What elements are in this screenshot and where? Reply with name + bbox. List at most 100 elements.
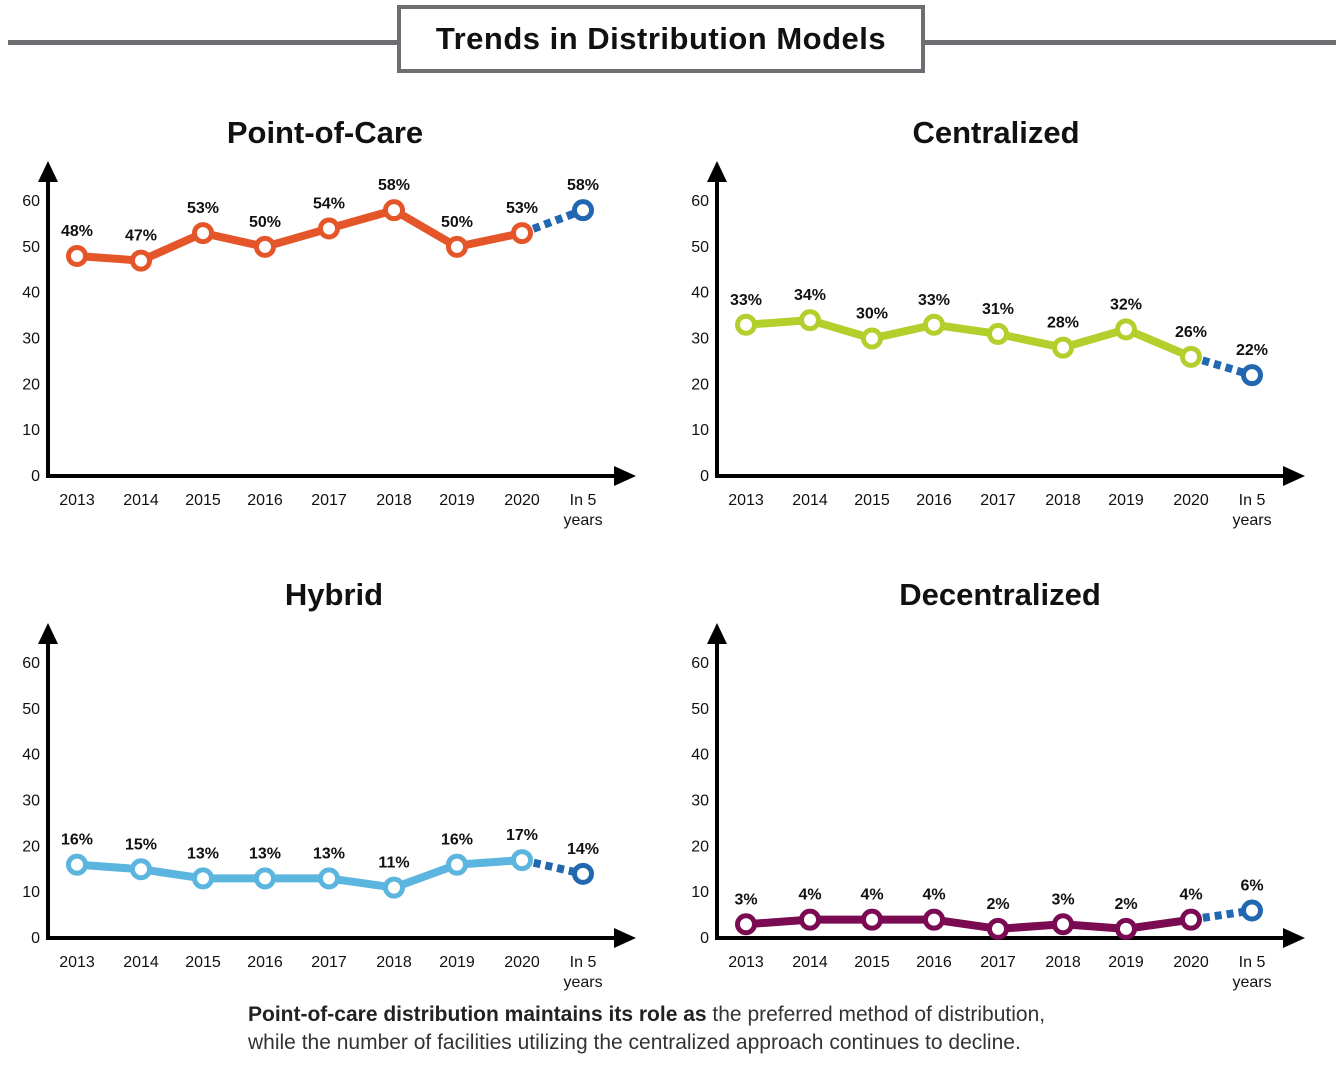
y-tick-label: 30: [691, 793, 709, 810]
y-axis-arrow: [38, 623, 58, 644]
x-tick-line: 2016: [247, 954, 283, 971]
y-tick-label: 50: [22, 239, 40, 256]
data-point: [1180, 908, 1202, 931]
data-point: [254, 235, 276, 258]
x-tick-label: 2014: [123, 954, 159, 971]
y-tick-label: 20: [22, 376, 40, 393]
data-point: [383, 199, 405, 222]
data-label: 2%: [1114, 896, 1137, 913]
data-point: [66, 853, 88, 876]
y-tick-label: 60: [22, 655, 40, 672]
x-tick-label: In 5 years: [1232, 954, 1271, 991]
page-title: Trends in Distribution Models: [397, 5, 925, 73]
x-tick-line: 2017: [311, 492, 347, 509]
x-tick-line: years: [1232, 512, 1271, 529]
data-point: [799, 908, 821, 931]
data-label: 13%: [187, 845, 219, 862]
x-tick-label: 2017: [980, 954, 1016, 971]
data-label: 4%: [922, 887, 945, 904]
caption-line1: the preferred method of distribution,: [706, 1003, 1046, 1026]
data-label: 50%: [441, 214, 473, 231]
caption: Point-of-care distribution maintains its…: [248, 1001, 1045, 1057]
x-tick-label: 2020: [504, 954, 540, 971]
data-point: [735, 913, 757, 936]
x-tick-line: 2014: [123, 492, 159, 509]
chart-title: Point-of-Care: [227, 115, 423, 150]
x-tick-label: 2019: [439, 954, 475, 971]
y-tick-label: 0: [31, 468, 40, 485]
x-axis-arrow: [1283, 928, 1305, 948]
x-tick-label: 2015: [854, 492, 890, 509]
y-tick-label: 20: [22, 838, 40, 855]
data-point: [254, 867, 276, 890]
data-point: [987, 322, 1009, 345]
x-tick-line: 2020: [504, 954, 540, 971]
data-point: [446, 853, 468, 876]
data-label: 32%: [1110, 296, 1142, 313]
x-tick-line: 2013: [728, 492, 764, 509]
data-point: [130, 858, 152, 881]
chart-panel: Point-of-Care 0 10 20 30 40 50 60 2013 2014 2015 20…: [22, 115, 636, 529]
x-tick-label: 2017: [311, 954, 347, 971]
data-label: 58%: [378, 177, 410, 194]
y-tick-label: 40: [22, 747, 40, 764]
data-point: [511, 849, 533, 872]
data-point: [66, 245, 88, 267]
data-label: 13%: [249, 845, 281, 862]
x-tick-label: 2013: [728, 954, 764, 971]
data-point: [192, 867, 214, 890]
data-label: 26%: [1175, 324, 1207, 341]
data-label: 50%: [249, 214, 281, 231]
data-label: 28%: [1047, 315, 1079, 332]
data-point: [923, 908, 945, 931]
y-tick-label: 20: [691, 838, 709, 855]
x-tick-line: 2016: [916, 954, 952, 971]
y-tick-label: 40: [22, 285, 40, 302]
x-tick-line: In 5: [1239, 954, 1266, 971]
chart-panel: Decentralized 0 10 20 30 40 50 60 2013 2014 2015 20…: [691, 577, 1305, 991]
data-point: [923, 313, 945, 336]
x-tick-line: 2018: [1045, 954, 1081, 971]
data-label: 11%: [378, 855, 409, 872]
x-tick-line: years: [563, 974, 602, 991]
x-tick-label: 2020: [1173, 954, 1209, 971]
caption-bold: Point-of-care distribution maintains its…: [248, 1003, 707, 1026]
x-tick-label: 2014: [792, 954, 828, 971]
x-tick-label: In 5 years: [563, 492, 602, 529]
series-line: [76, 206, 523, 265]
y-tick-label: 60: [691, 193, 709, 210]
x-tick-line: 2013: [728, 954, 764, 971]
x-tick-line: 2014: [123, 954, 159, 971]
y-tick-label: 10: [691, 422, 709, 439]
y-tick-label: 10: [22, 884, 40, 901]
data-label: 6%: [1240, 878, 1263, 895]
x-tick-line: 2016: [247, 492, 283, 509]
data-label: 16%: [441, 832, 473, 849]
y-tick-label: 30: [691, 331, 709, 348]
x-tick-line: 2017: [980, 492, 1016, 509]
data-label: 31%: [982, 301, 1014, 318]
x-tick-line: 2020: [1173, 492, 1209, 509]
x-tick-line: 2018: [376, 492, 412, 509]
x-tick-line: 2019: [1108, 492, 1144, 509]
x-tick-label: 2014: [792, 492, 828, 509]
y-tick-label: 0: [700, 468, 709, 485]
y-tick-label: 10: [22, 422, 40, 439]
data-point: [511, 222, 533, 245]
x-tick-label: 2019: [1108, 954, 1144, 971]
x-tick-label: 2016: [916, 492, 952, 509]
data-point: [1241, 899, 1263, 922]
x-tick-label: 2018: [1045, 492, 1081, 509]
data-label: 16%: [61, 832, 93, 849]
data-point: [1115, 917, 1137, 940]
x-tick-line: years: [1232, 974, 1271, 991]
data-label: 3%: [1051, 891, 1074, 908]
x-tick-label: 2019: [1108, 492, 1144, 509]
x-tick-label: 2015: [185, 492, 221, 509]
chart-title: Decentralized: [899, 577, 1101, 612]
data-point: [799, 309, 821, 332]
y-tick-label: 10: [691, 884, 709, 901]
data-point: [1052, 336, 1074, 359]
x-tick-label: 2017: [980, 492, 1016, 509]
